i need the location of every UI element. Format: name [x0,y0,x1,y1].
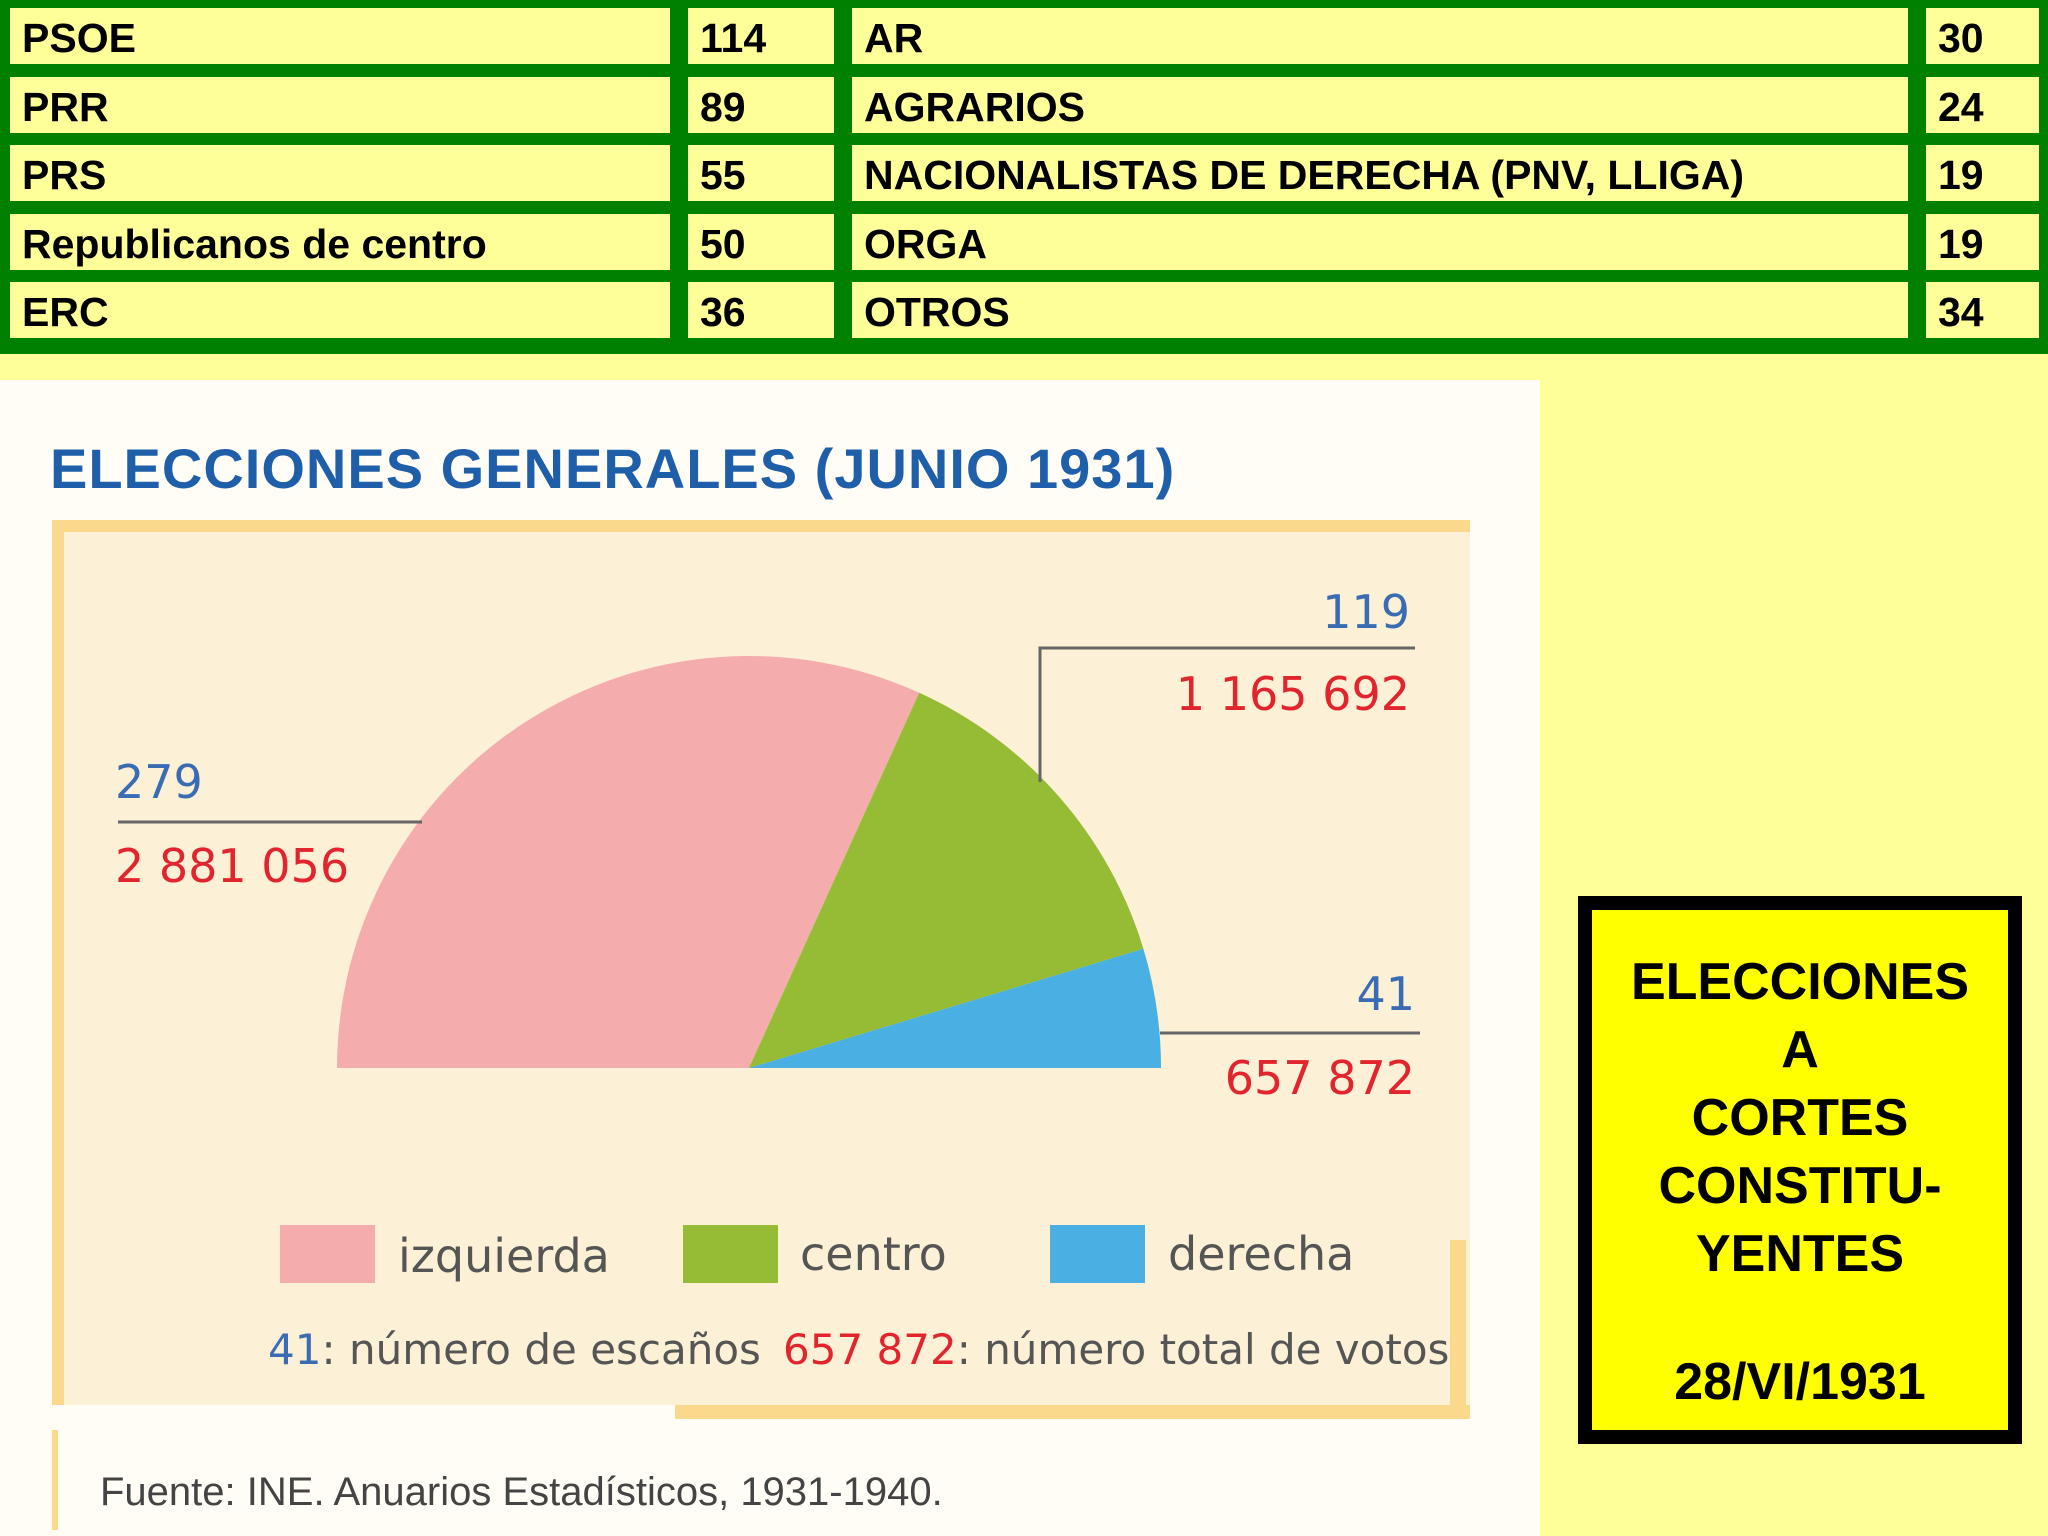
party-name: PRS [10,145,670,201]
party-seats: 34 [1926,282,2039,338]
chart-title: ELECCIONES GENERALES (JUNIO 1931) [50,437,1176,500]
title-line: YENTES [1695,1225,1905,1283]
legend-note-seats-example: 41 [268,1325,321,1374]
party-name: PRR [10,77,670,133]
chart-svg: 279 2 881 056 119 1 165 692 41 657 872 i… [52,520,1470,1530]
party-seats: 89 [688,77,834,133]
legend-note-votes: 657 872: número total de votos [783,1325,1449,1374]
party-seats: 36 [688,282,834,338]
title-box-text: ELECCIONES A CORTES CONSTITU- YENTES [1592,910,2008,1288]
slices-group [337,656,1161,1068]
vote-label-izquierda: 2 881 056 [115,839,349,893]
chart-panel: ELECCIONES GENERALES (JUNIO 1931) 279 2 … [0,380,1540,1536]
party-seats: 50 [688,214,834,270]
vote-label-derecha: 657 872 [1225,1051,1415,1105]
title-line: ELECCIONES [1630,953,1970,1011]
legend-note-votes-text: : número total de votos [957,1325,1450,1374]
title-box-date: 28/VI/1931 [1674,1353,1926,1411]
table-row: PRR 89 AGRARIOS 24 [0,77,2048,133]
party-name: ERC [10,282,670,338]
title-line: CORTES [1691,1089,1909,1147]
frame-right-border [1450,1240,1466,1415]
frame-left-border-lower [52,1430,58,1530]
legend-swatch-izquierda [280,1225,375,1283]
slice-centro [749,692,1144,1068]
title-line: A [1781,1021,1819,1079]
seat-label-derecha: 41 [1356,967,1415,1021]
party-name: ORGA [852,214,1908,270]
table-row: Republicanos de centro 50 ORGA 19 [0,214,2048,270]
party-seats: 19 [1926,214,2039,270]
seats-table: PSOE 114 AR 30 PRR 89 AGRARIOS 24 PRS 55… [0,0,2048,354]
legend-label-derecha: derecha [1168,1227,1354,1281]
title-box-inner: ELECCIONES A CORTES CONSTITU- YENTES 28/… [1592,910,2008,1430]
leader-line-centro [1038,646,1415,782]
party-name: PSOE [10,8,670,64]
party-seats: 55 [688,145,834,201]
party-seats: 24 [1926,77,2039,133]
legend-swatch-derecha [1050,1225,1145,1283]
legend-label-centro: centro [800,1227,947,1281]
title-box: ELECCIONES A CORTES CONSTITU- YENTES 28/… [1578,896,2022,1444]
legend-note: 41: número de escaños [268,1325,761,1374]
legend-swatch-centro [683,1225,778,1283]
party-seats: 114 [688,8,834,64]
slice-izquierda [337,656,920,1068]
party-name: AR [852,8,1908,64]
slice-derecha [749,948,1161,1068]
table-row: PSOE 114 AR 30 [0,8,2048,64]
frame-bottom-border [675,1405,1470,1419]
party-name: Republicanos de centro [10,214,670,270]
chart-source: Fuente: INE. Anuarios Estadísticos, 1931… [100,1470,943,1514]
table-row: PRS 55 NACIONALISTAS DE DERECHA (PNV, LL… [0,145,2048,201]
party-name: OTROS [852,282,1908,338]
vote-label-centro: 1 165 692 [1176,667,1410,721]
seat-label-izquierda: 279 [115,755,203,809]
legend-note-votes-example: 657 872 [783,1325,957,1374]
seat-label-centro: 119 [1322,585,1410,639]
party-name: NACIONALISTAS DE DERECHA (PNV, LLIGA) [852,145,1908,201]
title-line: CONSTITU- [1658,1157,1942,1215]
party-name: AGRARIOS [852,77,1908,133]
legend-label-izquierda: izquierda [398,1229,610,1283]
party-seats: 19 [1926,145,2039,201]
frame-left-border [52,520,64,1405]
table-row: ERC 36 OTROS 34 [0,282,2048,338]
legend-note-seats-text: : número de escaños [321,1325,760,1374]
frame-top-border [52,520,1470,532]
party-seats: 30 [1926,8,2039,64]
